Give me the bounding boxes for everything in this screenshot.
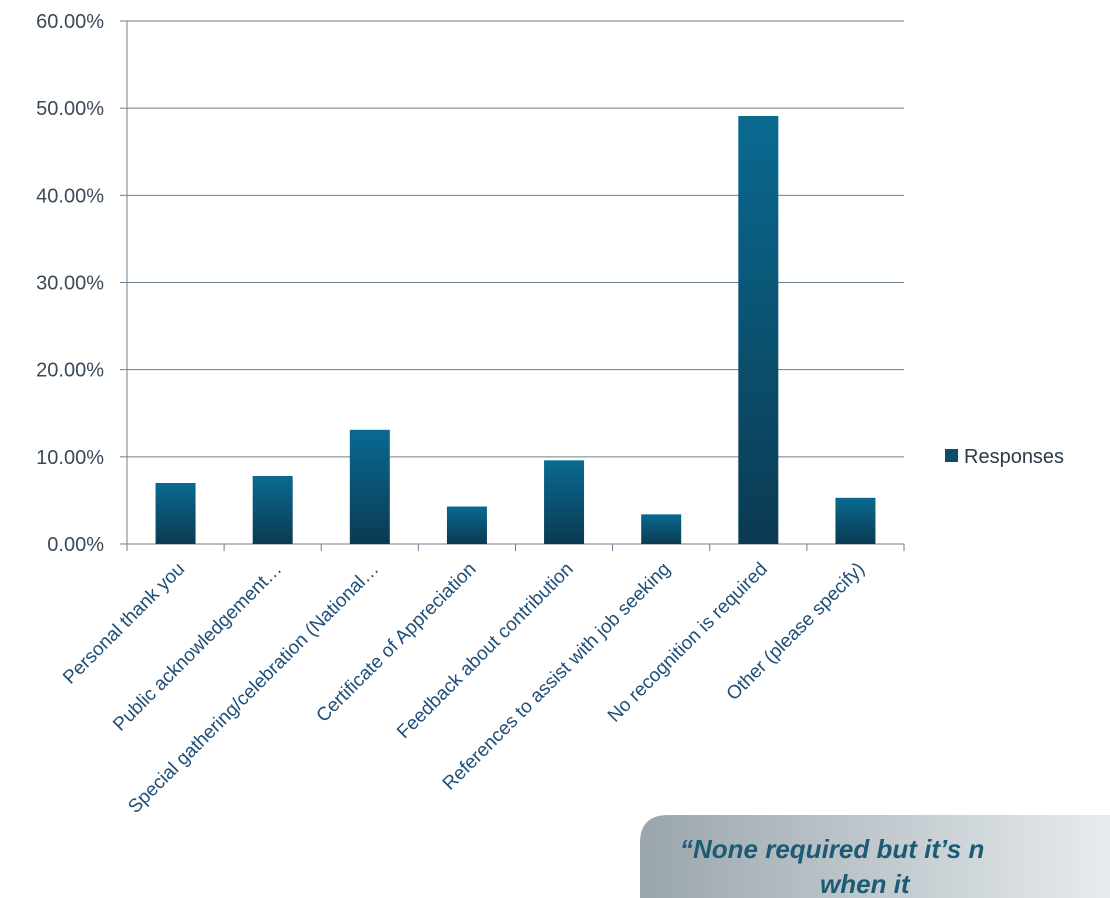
bar <box>738 116 779 545</box>
legend-label: Responses <box>964 446 1064 468</box>
y-tick-label: 0.00% <box>47 534 104 556</box>
gridlines <box>127 20 904 458</box>
axes <box>120 20 905 551</box>
x-category-label: Certificate of Appreciation <box>313 559 481 727</box>
quote-line-1: “None required but it’s n <box>680 834 984 864</box>
bar <box>835 497 876 544</box>
legend: Responses <box>945 446 1064 468</box>
bars <box>155 116 876 545</box>
x-category-label: No recognition is required <box>604 559 772 727</box>
quote-callout-box <box>640 815 1110 898</box>
bar <box>544 460 585 544</box>
bar <box>252 476 293 544</box>
y-tick-label: 10.00% <box>36 447 104 469</box>
bar <box>349 429 390 544</box>
y-tick-label: 20.00% <box>36 360 104 382</box>
y-tick-label: 40.00% <box>36 185 104 207</box>
bar <box>641 514 682 544</box>
bar <box>155 482 196 544</box>
quote-callout: “None required but it’s n when it <box>640 815 1110 898</box>
bar <box>446 506 487 544</box>
legend-swatch <box>945 449 958 462</box>
quote-line-2: when it <box>820 869 911 898</box>
x-category-label: Feedback about contribution <box>393 559 577 743</box>
y-tick-label: 30.00% <box>36 273 104 295</box>
x-category-label: Public acknowledgement… <box>109 559 286 736</box>
y-tick-label: 60.00% <box>36 11 104 33</box>
y-tick-label: 50.00% <box>36 98 104 120</box>
